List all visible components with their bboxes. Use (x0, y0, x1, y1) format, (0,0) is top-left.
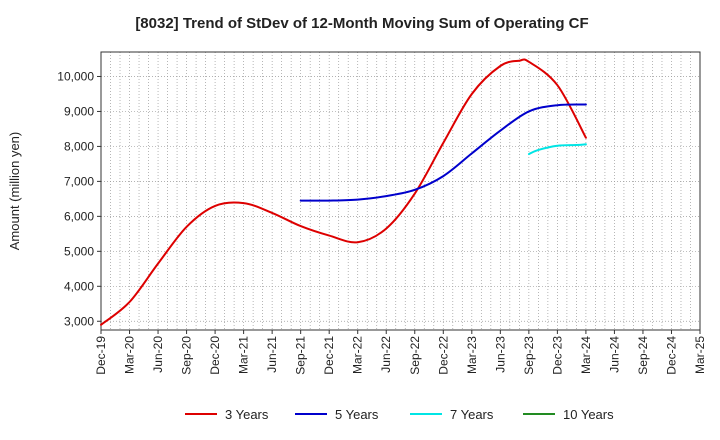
x-tick-label: Jun-21 (265, 336, 279, 373)
x-tick-label: Sep-23 (522, 336, 536, 375)
legend-label-7-years: 7 Years (450, 407, 494, 422)
x-tick-label: Jun-23 (493, 336, 507, 373)
x-tick-label: Mar-22 (351, 336, 365, 374)
plot-frame (100, 51, 701, 331)
series-line-5-years (299, 103, 587, 202)
legend-label-10-years: 10 Years (563, 407, 614, 422)
y-tick-label: 6,000 (64, 209, 94, 223)
x-tick-label: Sep-22 (408, 336, 422, 375)
x-tick-label: Dec-21 (322, 336, 336, 375)
x-tick-label: Mar-21 (237, 336, 251, 374)
x-tick-label: Dec-20 (208, 336, 222, 375)
series-line-3-years (100, 58, 587, 326)
x-tick-label: Jun-22 (379, 336, 393, 373)
plot-area: 3,000 4,000 5,000 6,000 7,000 8,000 9,000 10,00… (57, 51, 707, 375)
legend: 3 Years 5 Years 7 Years 10 Years (185, 407, 614, 422)
series-line-7-years (527, 143, 587, 156)
x-tick-label: Jun-20 (151, 336, 165, 373)
y-tick-label: 8,000 (64, 139, 94, 153)
x-tick-label: Mar-23 (465, 336, 479, 374)
plot-background (101, 52, 700, 330)
x-tick-label: Dec-24 (664, 336, 678, 375)
x-tick-label: Jun-24 (607, 336, 621, 373)
x-tick-label: Sep-24 (636, 336, 650, 375)
x-tick-label: Mar-24 (579, 336, 593, 374)
legend-label-5-years: 5 Years (335, 407, 379, 422)
y-tick-label: 7,000 (64, 174, 94, 188)
y-tick-label: 9,000 (64, 104, 94, 118)
x-tick-label: Dec-22 (436, 336, 450, 375)
y-tick-label: 4,000 (64, 279, 94, 293)
x-tick-label: Dec-23 (550, 336, 564, 375)
x-tick-label: Mar-20 (123, 336, 137, 374)
x-tick-label: Sep-20 (180, 336, 194, 375)
legend-label-3-years: 3 Years (225, 407, 269, 422)
x-tick-label: Dec-19 (94, 336, 108, 375)
y-tick-label: 3,000 (64, 314, 94, 328)
chart-title: [8032] Trend of StDev of 12-Month Moving… (135, 15, 588, 32)
y-tick-label: 5,000 (64, 244, 94, 258)
x-tick-label: Sep-21 (294, 336, 308, 375)
y-axis-label: Amount (million yen) (7, 132, 22, 251)
y-tick-label: 10,000 (57, 69, 94, 83)
x-tick-label: Mar-25 (693, 336, 707, 374)
